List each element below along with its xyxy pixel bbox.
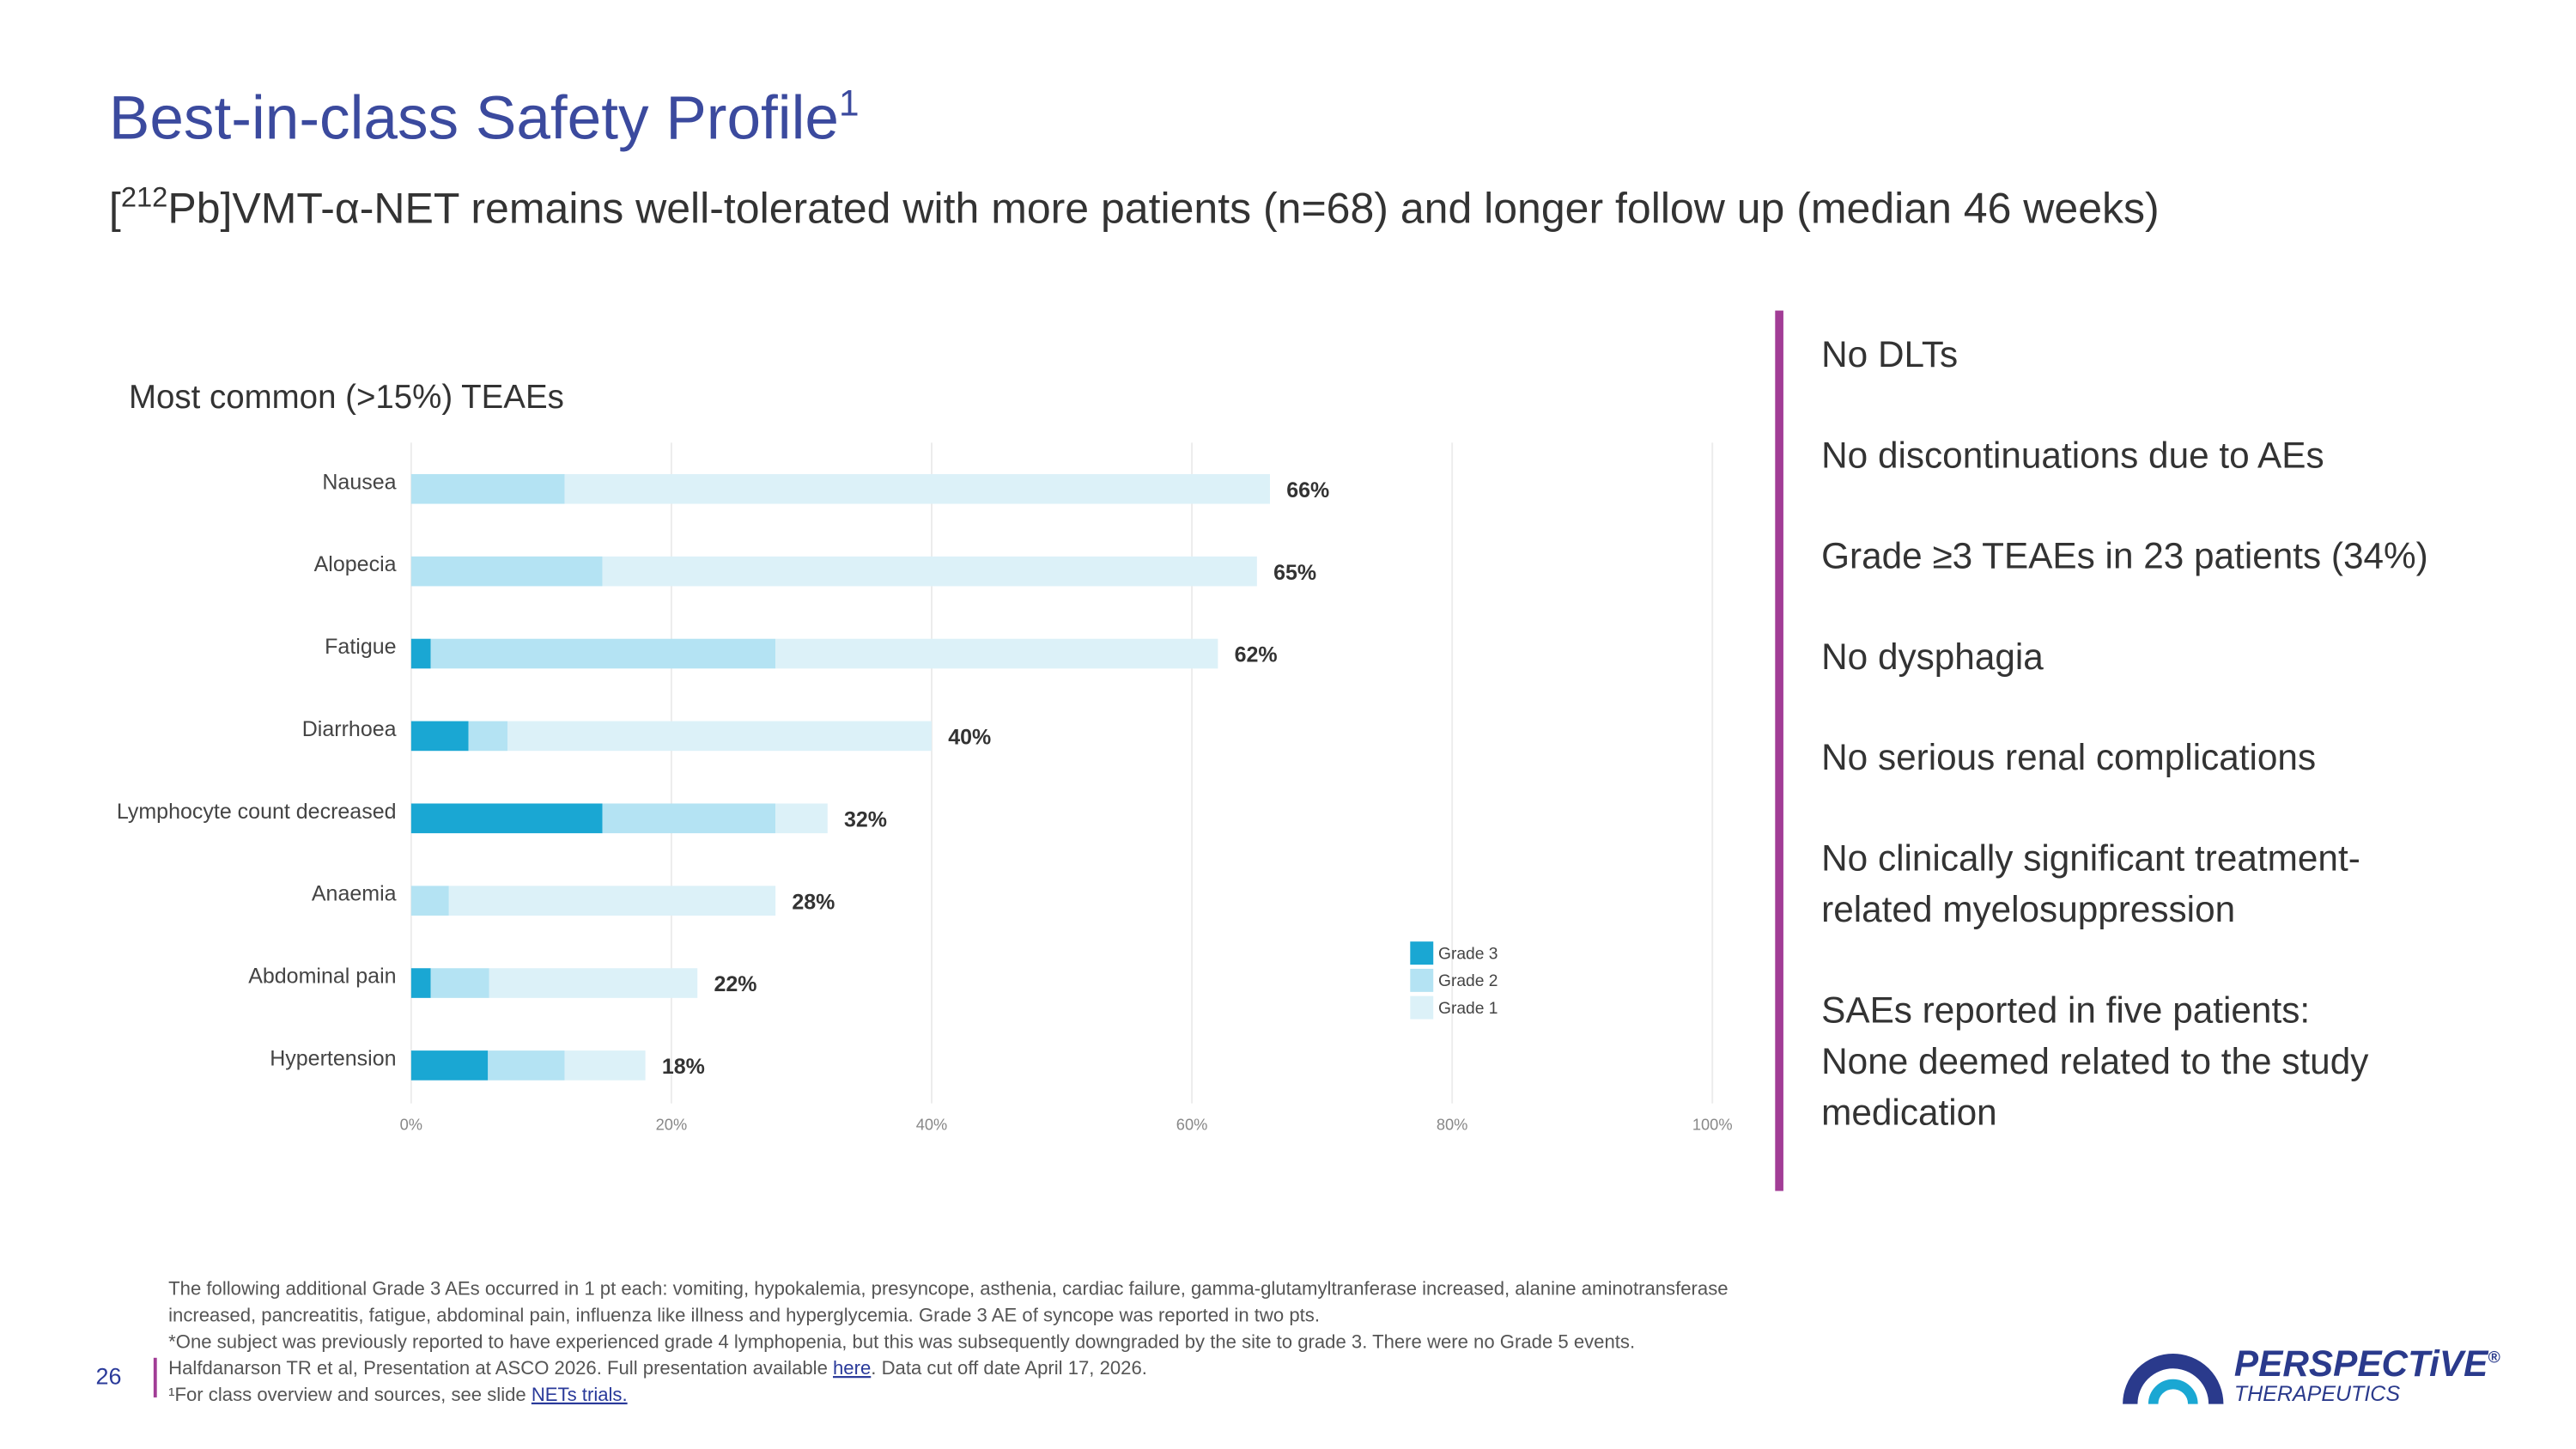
x-tick-label: 40% [916,1115,948,1133]
bullets: No DLTs No discontinuations due to AEs Gra… [1821,334,2428,1133]
footnote-text: increased, pancreatitis, fatigue, abdomi… [168,1305,1320,1326]
footnotes: The following additional Grade 3 AEs occ… [168,1278,1728,1405]
bar-segment [507,721,932,752]
subtitle: [212Pb]VMT-α-NET remains well-tolerated … [109,180,2160,232]
bar-segment [410,473,565,504]
bullet-line: None deemed related to the study [1821,1041,2369,1081]
bullet-line: medication [1821,1093,1997,1133]
footnote: The following additional Grade 3 AEs occ… [168,1278,1728,1300]
value-label: 32% [844,807,887,831]
footnote-text: . Data cut off date April 17, 2026. [871,1357,1147,1379]
title: Best-in-class Safety Profile1 [109,83,860,153]
bullet-line: No clinically significant treatment- [1821,838,2360,879]
y-tick-label: Alopecia [314,552,397,576]
value-label: 40% [948,726,991,750]
x-tick-label: 100% [1692,1115,1733,1133]
chart-title: Most common (>15%) TEAEs [129,379,564,416]
logo-name-text: PERSPECTiVE [2234,1343,2489,1384]
bullet-line: No DLTs [1821,334,1958,374]
bar-segment [410,968,431,998]
bullet-line: No discontinuations due to AEs [1821,435,2324,475]
footnote: *One subject was previously reported to … [168,1330,1635,1352]
divider [1775,310,1783,1191]
bar-segment [430,968,489,998]
x-tick-label: 80% [1437,1115,1468,1133]
bullet-line: related myelosuppression [1821,889,2235,929]
value-label: 65% [1273,561,1316,585]
bullet-line: No serious renal complications [1821,737,2316,777]
footnote-link[interactable]: here [833,1357,871,1379]
logo-mark: ® [2488,1349,2500,1367]
title-text: Best-in-class Safety Profile [109,85,839,153]
value-label: 62% [1235,643,1278,667]
logo-tagline: THERAPEUTICS [2234,1382,2400,1406]
bar-segment [564,473,1270,504]
bar-segment [430,638,776,669]
bullet-line: SAEs reported in five patients: [1821,989,2310,1030]
footnote: increased, pancreatitis, fatigue, abdomi… [168,1305,1320,1326]
title-sup: 1 [839,83,860,124]
y-tick-label: Fatigue [325,635,396,659]
legend-label: Grade 1 [1438,1000,1498,1018]
bar-segment [489,968,698,998]
logo: PERSPECTiVE® THERAPEUTICS [2123,1343,2500,1406]
footnote-text: Halfdanarson TR et al, Presentation at A… [168,1357,833,1379]
logo-name: PERSPECTiVE® [2234,1343,2500,1384]
subtitle-part: Pb]VMT-α-NET remains well-tolerated with… [167,185,2159,233]
subtitle-sup: 212 [121,180,168,212]
subtitle-part: [ [109,185,121,233]
legend-label: Grade 3 [1438,945,1498,963]
bar-segment [410,638,431,669]
footnote-link[interactable]: NETs trials. [532,1384,628,1405]
footnote-text: *One subject was previously reported to … [168,1330,1635,1352]
bar-segment [410,721,469,752]
y-tick-label: Nausea [322,470,396,494]
page-number: 26 [96,1364,122,1390]
footer-bar [153,1357,157,1397]
bullet-line: Grade ≥3 TEAEs in 23 patients (34%) [1821,536,2428,576]
chart: 0% 20% 40% 60% 80% 100% Nausea 66% Alopecia 65% Fa… [117,442,1733,1133]
bar-segment [448,886,776,916]
value-label: 66% [1286,478,1329,502]
y-tick-label: Lymphocyte count decreased [117,800,397,824]
x-tick-label: 0% [400,1115,422,1133]
bar-segment [410,886,449,916]
bar-segment [602,803,776,834]
x-tick-label: 60% [1176,1115,1208,1133]
x-tick-label: 20% [656,1115,688,1133]
footnote: Halfdanarson TR et al, Presentation at A… [168,1357,1147,1379]
footnote: ¹For class overview and sources, see sli… [168,1384,628,1405]
bar-segment [488,1050,565,1081]
value-label: 22% [714,972,756,996]
footnote-text: The following additional Grade 3 AEs occ… [168,1278,1728,1300]
y-tick-label: Abdominal pain [248,965,396,989]
legend-swatch [1410,995,1434,1020]
bar-segment [775,638,1218,669]
bar-segment [410,556,603,587]
value-label: 18% [662,1055,705,1079]
legend-label: Grade 2 [1438,972,1498,990]
y-tick-label: Hypertension [270,1046,396,1070]
y-tick-label: Anaemia [312,882,397,906]
bullet-line: No dysphagia [1821,636,2044,677]
bar-segment [602,556,1257,587]
bar-segment [410,1050,489,1081]
logo-arc [2123,1354,2224,1405]
legend-swatch [1410,941,1434,965]
value-label: 28% [792,890,835,914]
bar-segment [468,721,507,752]
y-tick-label: Diarrhoea [302,717,397,741]
bar-segment [775,803,828,834]
logo-arc [2148,1379,2198,1405]
footnote-text: ¹For class overview and sources, see sli… [168,1384,532,1405]
legend-swatch [1410,968,1434,992]
bar-segment [564,1050,646,1081]
bar-segment [410,803,603,834]
